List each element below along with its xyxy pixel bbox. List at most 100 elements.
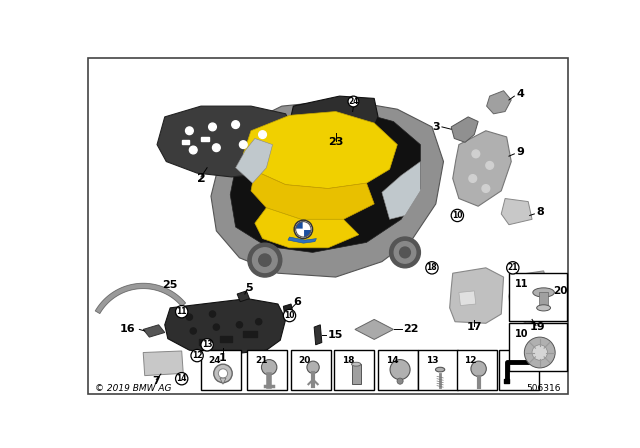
Polygon shape (251, 171, 374, 220)
Text: 10: 10 (452, 211, 463, 220)
Polygon shape (303, 222, 310, 229)
Circle shape (259, 131, 266, 138)
Polygon shape (314, 325, 322, 345)
Text: 22: 22 (403, 324, 419, 334)
Polygon shape (355, 319, 394, 340)
Bar (198, 339, 210, 345)
Text: 13: 13 (426, 356, 438, 365)
Bar (247, 350, 287, 390)
Circle shape (218, 369, 228, 378)
Text: 10: 10 (284, 311, 295, 320)
Circle shape (248, 243, 282, 277)
Text: 13: 13 (202, 340, 212, 349)
Circle shape (348, 96, 359, 107)
Text: 8: 8 (536, 207, 543, 217)
Text: 7: 7 (152, 376, 160, 386)
Circle shape (190, 328, 196, 334)
Circle shape (175, 306, 188, 318)
Circle shape (255, 319, 262, 325)
Circle shape (239, 141, 247, 148)
Polygon shape (284, 304, 293, 316)
Bar (243, 331, 257, 337)
Circle shape (294, 220, 312, 238)
Circle shape (482, 185, 490, 192)
Circle shape (191, 349, 204, 362)
Text: 20: 20 (299, 356, 311, 365)
Polygon shape (451, 117, 478, 142)
Bar (351, 364, 361, 384)
Text: 4: 4 (516, 89, 525, 99)
Circle shape (189, 146, 197, 154)
Polygon shape (382, 162, 420, 220)
Polygon shape (296, 229, 303, 237)
Text: 3: 3 (432, 122, 440, 132)
Text: 17: 17 (467, 322, 482, 332)
Ellipse shape (533, 288, 554, 297)
Polygon shape (211, 100, 444, 277)
Bar (220, 336, 232, 342)
Text: 21: 21 (255, 356, 268, 365)
Text: 19: 19 (530, 322, 545, 332)
Circle shape (394, 241, 416, 263)
Circle shape (307, 361, 319, 374)
Circle shape (469, 175, 477, 182)
Bar (291, 350, 331, 390)
Polygon shape (288, 237, 316, 243)
Polygon shape (255, 208, 359, 248)
Polygon shape (95, 283, 186, 314)
Circle shape (284, 310, 296, 322)
Circle shape (399, 247, 410, 258)
Polygon shape (143, 325, 164, 337)
Bar (456, 350, 497, 390)
Ellipse shape (351, 362, 361, 366)
Circle shape (390, 360, 410, 379)
Text: 23: 23 (328, 137, 344, 147)
Polygon shape (459, 291, 476, 306)
Circle shape (390, 237, 420, 268)
Circle shape (296, 222, 311, 237)
Bar (499, 350, 539, 390)
Circle shape (426, 262, 438, 274)
Circle shape (212, 144, 220, 151)
Polygon shape (486, 90, 511, 114)
Bar (539, 293, 548, 308)
Text: 25: 25 (163, 280, 178, 290)
Polygon shape (524, 281, 547, 304)
Polygon shape (303, 229, 310, 237)
Text: 16: 16 (120, 324, 136, 334)
Text: 21: 21 (508, 263, 518, 272)
Circle shape (236, 322, 243, 328)
Text: 24: 24 (348, 97, 358, 106)
Circle shape (209, 311, 216, 317)
Circle shape (186, 127, 193, 134)
Circle shape (214, 364, 232, 383)
Circle shape (471, 361, 486, 376)
Circle shape (253, 248, 277, 272)
Circle shape (524, 337, 555, 368)
Circle shape (209, 123, 216, 131)
Text: 5: 5 (246, 283, 253, 293)
Text: 12: 12 (192, 351, 202, 360)
Text: 506316: 506316 (526, 383, 561, 392)
Bar (334, 350, 374, 390)
Circle shape (186, 314, 193, 320)
Circle shape (232, 121, 239, 129)
Circle shape (486, 162, 493, 169)
Polygon shape (143, 351, 183, 375)
Circle shape (201, 339, 213, 351)
Circle shape (259, 254, 271, 266)
Polygon shape (450, 268, 504, 323)
Circle shape (451, 209, 463, 222)
Bar (201, 350, 241, 390)
Text: 24: 24 (209, 356, 221, 365)
Text: 14: 14 (177, 374, 187, 383)
Circle shape (532, 345, 547, 360)
Circle shape (507, 262, 519, 274)
Bar (378, 350, 418, 390)
Text: 20: 20 (553, 286, 567, 296)
Circle shape (397, 378, 403, 384)
Polygon shape (452, 131, 511, 206)
Text: 2: 2 (196, 172, 205, 185)
Text: 15: 15 (328, 330, 344, 340)
Bar (247, 154, 257, 158)
